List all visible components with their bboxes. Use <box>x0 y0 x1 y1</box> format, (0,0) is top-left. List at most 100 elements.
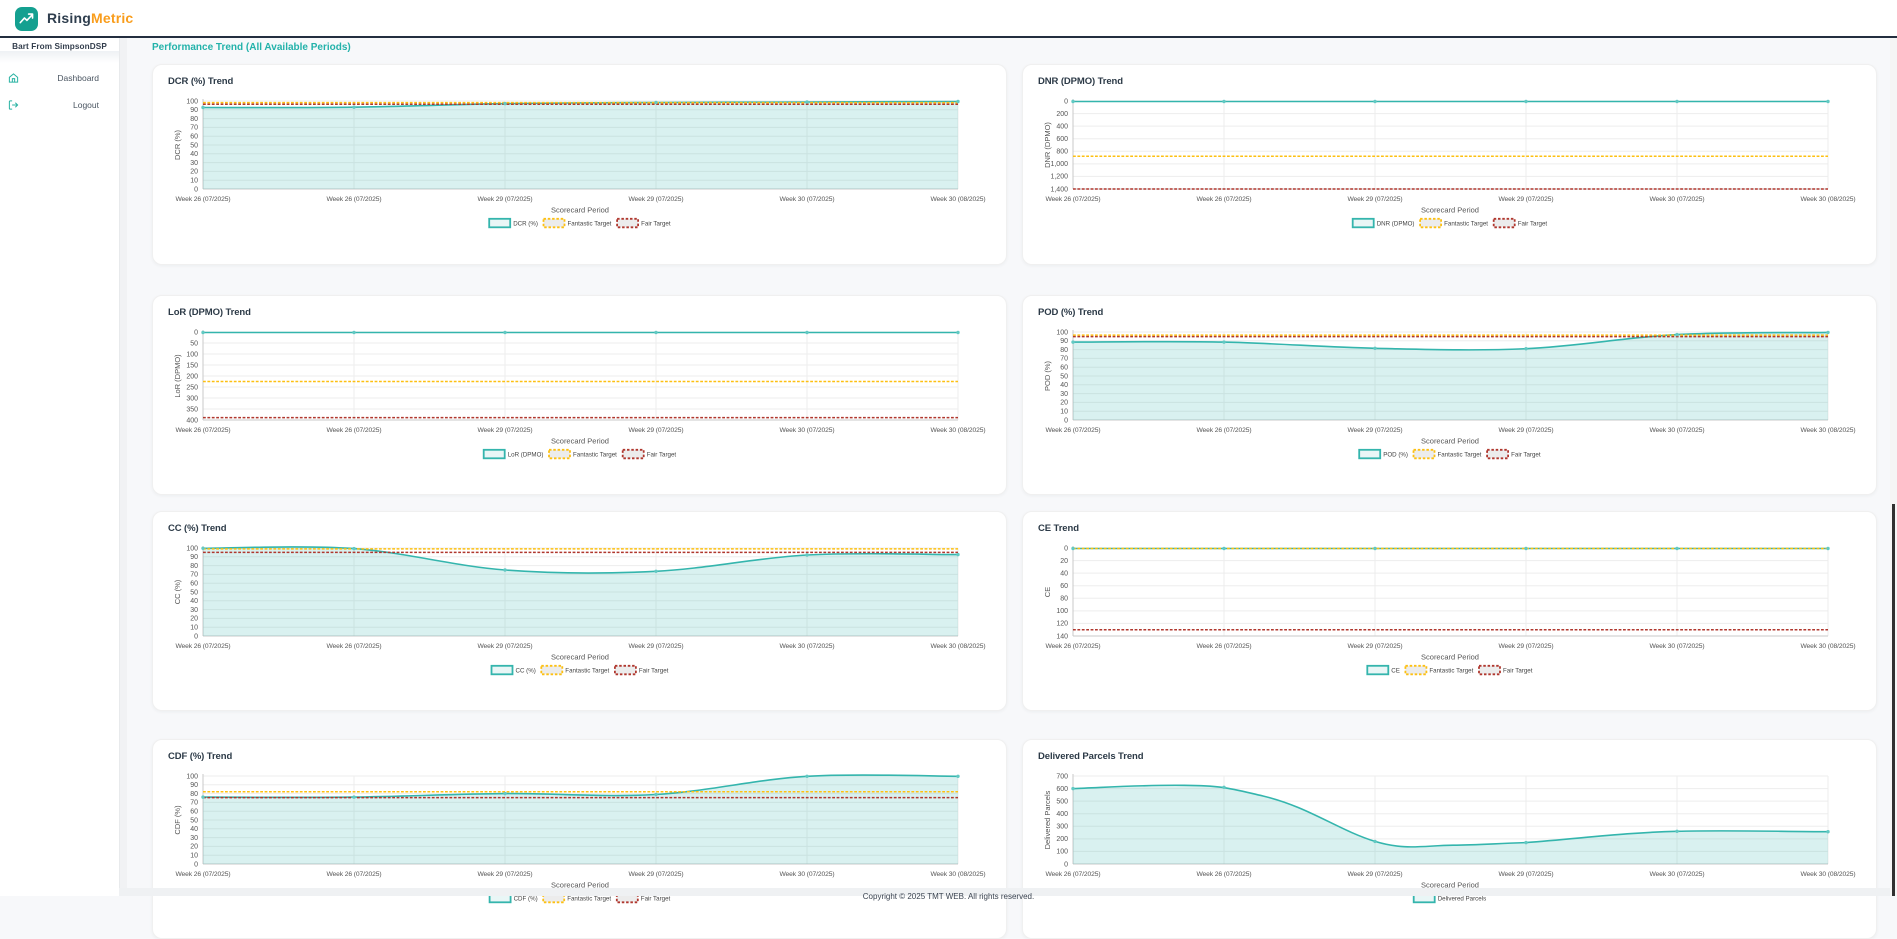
svg-text:50: 50 <box>190 817 198 824</box>
svg-text:POD (%): POD (%) <box>1383 452 1408 459</box>
svg-text:70: 70 <box>190 572 198 579</box>
svg-text:40: 40 <box>1060 570 1068 577</box>
svg-text:30: 30 <box>1060 391 1068 398</box>
svg-text:LoR (DPMO) Trend: LoR (DPMO) Trend <box>168 307 251 318</box>
svg-text:200: 200 <box>186 373 198 380</box>
svg-text:Delivered Parcels: Delivered Parcels <box>1043 790 1052 849</box>
svg-text:100: 100 <box>1056 608 1068 615</box>
svg-text:Week 26 (07/2025): Week 26 (07/2025) <box>175 871 230 878</box>
svg-text:Week 30 (08/2025): Week 30 (08/2025) <box>1800 871 1855 878</box>
svg-text:10: 10 <box>190 625 198 632</box>
svg-text:Week 30 (07/2025): Week 30 (07/2025) <box>779 427 834 434</box>
svg-text:Scorecard Period: Scorecard Period <box>551 653 609 662</box>
svg-text:Fantastic Target: Fantastic Target <box>573 452 617 459</box>
svg-text:Delivered Parcels Trend: Delivered Parcels Trend <box>1038 751 1144 762</box>
svg-text:Week 29 (07/2025): Week 29 (07/2025) <box>628 196 683 203</box>
svg-text:100: 100 <box>186 545 198 552</box>
svg-text:90: 90 <box>1060 338 1068 345</box>
svg-text:40: 40 <box>190 598 198 605</box>
svg-text:30: 30 <box>190 607 198 614</box>
svg-text:Fair Target: Fair Target <box>641 221 671 228</box>
svg-text:10: 10 <box>1060 409 1068 416</box>
svg-text:Scorecard Period: Scorecard Period <box>551 437 609 446</box>
svg-text:Week 29 (07/2025): Week 29 (07/2025) <box>477 643 532 650</box>
svg-text:300: 300 <box>1056 824 1068 831</box>
svg-text:0: 0 <box>194 329 198 336</box>
svg-text:DNR (DPMO): DNR (DPMO) <box>1377 221 1415 228</box>
svg-text:100: 100 <box>186 351 198 358</box>
svg-text:Scorecard Period: Scorecard Period <box>1421 653 1479 662</box>
svg-text:Fair Target: Fair Target <box>639 668 669 675</box>
svg-text:Week 29 (07/2025): Week 29 (07/2025) <box>628 871 683 878</box>
svg-text:Week 29 (07/2025): Week 29 (07/2025) <box>1498 196 1553 203</box>
svg-text:Week 26 (07/2025): Week 26 (07/2025) <box>326 871 381 878</box>
svg-text:200: 200 <box>1056 111 1068 118</box>
svg-text:150: 150 <box>186 362 198 369</box>
svg-text:Week 26 (07/2025): Week 26 (07/2025) <box>326 196 381 203</box>
svg-text:Week 30 (07/2025): Week 30 (07/2025) <box>779 643 834 650</box>
svg-text:20: 20 <box>190 169 198 176</box>
svg-text:300: 300 <box>186 395 198 402</box>
svg-text:DCR (%): DCR (%) <box>173 130 182 160</box>
svg-text:Scorecard Period: Scorecard Period <box>551 206 609 215</box>
svg-text:0: 0 <box>194 633 198 640</box>
svg-text:Week 26 (07/2025): Week 26 (07/2025) <box>1045 427 1100 434</box>
svg-text:120: 120 <box>1056 621 1068 628</box>
svg-text:Week 29 (07/2025): Week 29 (07/2025) <box>628 427 683 434</box>
svg-text:50: 50 <box>1060 373 1068 380</box>
svg-text:100: 100 <box>186 773 198 780</box>
svg-text:60: 60 <box>190 581 198 588</box>
svg-text:Fantastic Target: Fantastic Target <box>1438 452 1482 459</box>
svg-text:600: 600 <box>1056 786 1068 793</box>
svg-text:Week 26 (07/2025): Week 26 (07/2025) <box>1196 643 1251 650</box>
svg-text:CDF (%): CDF (%) <box>173 805 182 835</box>
svg-text:Week 26 (07/2025): Week 26 (07/2025) <box>1196 871 1251 878</box>
svg-text:LoR (DPMO): LoR (DPMO) <box>173 354 182 398</box>
svg-text:Week 30 (07/2025): Week 30 (07/2025) <box>1649 871 1704 878</box>
svg-text:200: 200 <box>1056 836 1068 843</box>
svg-text:400: 400 <box>186 417 198 424</box>
svg-text:60: 60 <box>1060 365 1068 372</box>
svg-text:Week 26 (07/2025): Week 26 (07/2025) <box>1045 643 1100 650</box>
svg-text:80: 80 <box>190 791 198 798</box>
svg-text:Week 26 (07/2025): Week 26 (07/2025) <box>175 427 230 434</box>
svg-text:80: 80 <box>1060 596 1068 603</box>
svg-text:0: 0 <box>1064 417 1068 424</box>
svg-text:Week 30 (08/2025): Week 30 (08/2025) <box>1800 643 1855 650</box>
svg-text:Week 30 (07/2025): Week 30 (07/2025) <box>1649 196 1704 203</box>
svg-text:Fantastic Target: Fantastic Target <box>1444 221 1488 228</box>
svg-text:DCR (%) Trend: DCR (%) Trend <box>168 76 233 87</box>
svg-text:30: 30 <box>190 160 198 167</box>
svg-text:50: 50 <box>190 589 198 596</box>
svg-text:Week 26 (07/2025): Week 26 (07/2025) <box>175 196 230 203</box>
svg-text:70: 70 <box>1060 356 1068 363</box>
svg-text:Week 26 (07/2025): Week 26 (07/2025) <box>1045 196 1100 203</box>
svg-text:CC (%): CC (%) <box>173 579 182 604</box>
svg-text:POD (%) Trend: POD (%) Trend <box>1038 307 1104 318</box>
svg-text:Fair Target: Fair Target <box>1511 452 1541 459</box>
svg-text:80: 80 <box>190 116 198 123</box>
svg-text:Fantastic Target: Fantastic Target <box>1429 668 1473 675</box>
svg-text:Week 29 (07/2025): Week 29 (07/2025) <box>1498 427 1553 434</box>
svg-text:20: 20 <box>190 844 198 851</box>
svg-text:Week 29 (07/2025): Week 29 (07/2025) <box>1347 427 1402 434</box>
svg-text:30: 30 <box>190 835 198 842</box>
svg-text:CE: CE <box>1391 668 1400 675</box>
svg-text:20: 20 <box>1060 400 1068 407</box>
svg-text:Week 29 (07/2025): Week 29 (07/2025) <box>1347 871 1402 878</box>
svg-text:Week 30 (08/2025): Week 30 (08/2025) <box>930 643 985 650</box>
svg-text:CE Trend: CE Trend <box>1038 523 1079 534</box>
svg-text:400: 400 <box>1056 811 1068 818</box>
svg-text:Week 29 (07/2025): Week 29 (07/2025) <box>477 871 532 878</box>
svg-text:80: 80 <box>1060 347 1068 354</box>
svg-text:140: 140 <box>1056 633 1068 640</box>
svg-text:CE: CE <box>1043 587 1052 597</box>
svg-text:60: 60 <box>190 809 198 816</box>
svg-text:Week 30 (07/2025): Week 30 (07/2025) <box>1649 643 1704 650</box>
svg-text:100: 100 <box>186 98 198 105</box>
svg-text:1,000: 1,000 <box>1050 161 1068 168</box>
svg-text:DCR (%): DCR (%) <box>513 221 538 228</box>
svg-text:Fair Target: Fair Target <box>1503 668 1533 675</box>
svg-text:DNR (DPMO) Trend: DNR (DPMO) Trend <box>1038 76 1123 87</box>
svg-text:Week 26 (07/2025): Week 26 (07/2025) <box>326 643 381 650</box>
